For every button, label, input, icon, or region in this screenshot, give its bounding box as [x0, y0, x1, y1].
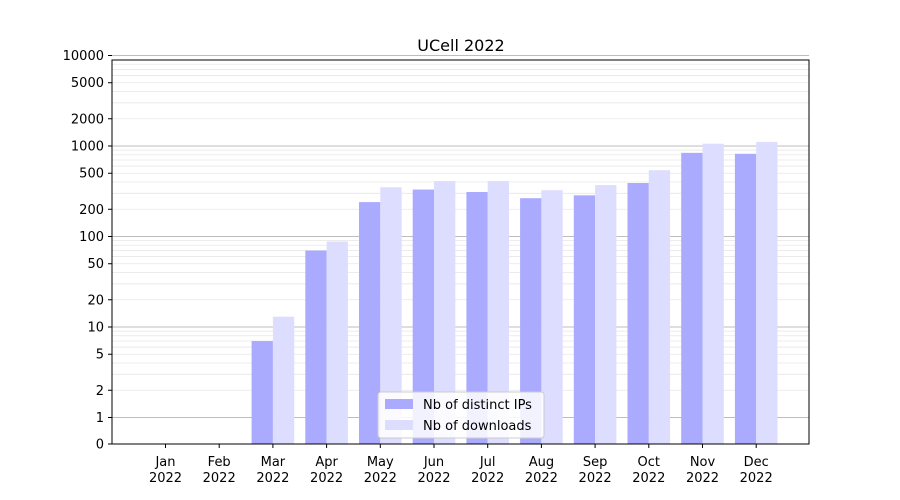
bar-downloads — [648, 170, 671, 444]
x-tick-label: May 2022 — [364, 455, 397, 486]
y-tick-label: 2000 — [71, 112, 104, 127]
bar-downloads — [272, 316, 295, 444]
bar-distinct-ips — [681, 152, 703, 444]
bar-distinct-ips — [466, 192, 488, 444]
bars — [251, 141, 778, 445]
bar-distinct-ips — [412, 189, 434, 444]
y-tick-label: 5 — [96, 348, 104, 363]
chart-title: UCell 2022 — [417, 36, 504, 55]
bar-downloads — [702, 143, 724, 444]
x-tick-label: Feb 2022 — [203, 455, 236, 486]
bar-distinct-ips — [734, 153, 757, 444]
legend: Nb of distinct IPs Nb of downloads — [377, 391, 545, 439]
x-tick-label: Jun 2022 — [417, 455, 450, 486]
y-tick-label: 200 — [79, 203, 104, 218]
x-tick-label: Nov 2022 — [686, 455, 719, 486]
x-tick-label: Dec 2022 — [740, 455, 773, 486]
bar-downloads — [595, 185, 617, 444]
legend-label: Nb of downloads — [423, 419, 532, 434]
plot-frame — [111, 59, 810, 445]
legend-label: Nb of distinct IPs — [423, 398, 532, 413]
x-tick-label: Jan 2022 — [149, 455, 182, 486]
bar-distinct-ips — [573, 195, 596, 444]
legend-box — [377, 391, 545, 439]
x-tick-label: Aug 2022 — [525, 455, 558, 486]
x-tick-label: Sep 2022 — [579, 455, 612, 486]
bar-distinct-ips — [520, 198, 542, 444]
y-tick-label: 100 — [79, 230, 104, 245]
x-tick-label: Oct 2022 — [632, 455, 665, 486]
bar-downloads — [487, 181, 509, 444]
x-axis: Jan 2022 Feb 2022 Mar 2022 Apr 2022 May 2022 Jun 20… — [149, 444, 773, 486]
bar-downloads — [541, 190, 563, 444]
y-tick-label: 50 — [87, 257, 104, 272]
bar-distinct-ips — [251, 341, 273, 444]
y-tick-label: 5000 — [71, 76, 104, 91]
y-tick-label: 10 — [87, 321, 104, 336]
bar-distinct-ips — [627, 183, 649, 444]
x-tick-label: Mar 2022 — [256, 455, 289, 486]
y-tick-label: 2 — [96, 384, 104, 399]
bar-downloads — [326, 241, 348, 444]
bar-distinct-ips — [305, 250, 327, 444]
y-axis: 0 1 2 5 10 20 50 100 200 500 1000 2000 5000 10000 — [63, 49, 112, 453]
y-tick-label: 0 — [96, 438, 104, 453]
y-tick-label: 20 — [87, 293, 104, 308]
y-tick-label: 1000 — [71, 140, 104, 155]
bar-downloads — [380, 187, 402, 444]
y-tick-label: 1 — [96, 411, 104, 426]
legend-swatch — [385, 420, 413, 430]
x-tick-label: Apr 2022 — [310, 455, 343, 486]
y-tick-label: 10000 — [63, 49, 104, 64]
bar-downloads — [434, 181, 456, 444]
legend-swatch — [385, 399, 413, 409]
y-tick-label: 500 — [79, 167, 104, 182]
bar-distinct-ips — [359, 202, 381, 444]
x-tick-label: Jul 2022 — [471, 455, 504, 486]
bar-downloads — [756, 141, 778, 445]
